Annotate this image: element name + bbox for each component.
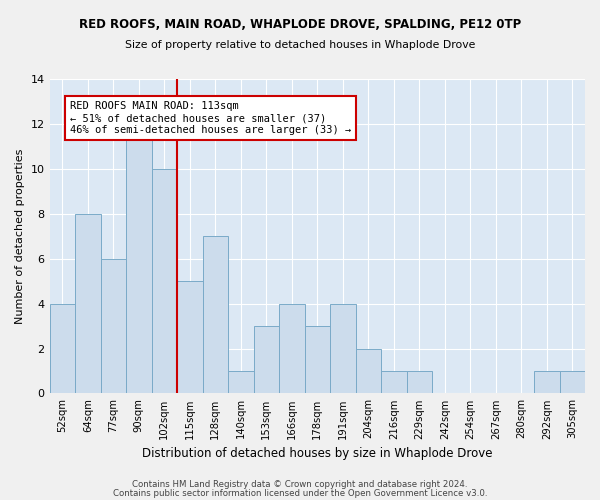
Text: RED ROOFS MAIN ROAD: 113sqm
← 51% of detached houses are smaller (37)
46% of sem: RED ROOFS MAIN ROAD: 113sqm ← 51% of det… — [70, 102, 351, 134]
Bar — [75, 214, 101, 394]
Bar — [560, 371, 585, 394]
Bar — [254, 326, 279, 394]
Bar — [177, 281, 203, 394]
Bar — [534, 371, 560, 394]
Text: Size of property relative to detached houses in Whaplode Drove: Size of property relative to detached ho… — [125, 40, 475, 50]
Bar — [50, 304, 75, 394]
Bar — [279, 304, 305, 394]
Bar — [356, 348, 381, 394]
Text: RED ROOFS, MAIN ROAD, WHAPLODE DROVE, SPALDING, PE12 0TP: RED ROOFS, MAIN ROAD, WHAPLODE DROVE, SP… — [79, 18, 521, 30]
Bar — [330, 304, 356, 394]
Text: Contains HM Land Registry data © Crown copyright and database right 2024.: Contains HM Land Registry data © Crown c… — [132, 480, 468, 489]
Bar — [228, 371, 254, 394]
Bar — [101, 258, 126, 394]
Bar — [152, 169, 177, 394]
Bar — [126, 124, 152, 394]
Bar — [203, 236, 228, 394]
Y-axis label: Number of detached properties: Number of detached properties — [15, 148, 25, 324]
Bar — [305, 326, 330, 394]
Text: Contains public sector information licensed under the Open Government Licence v3: Contains public sector information licen… — [113, 488, 487, 498]
Bar — [407, 371, 432, 394]
Bar — [381, 371, 407, 394]
X-axis label: Distribution of detached houses by size in Whaplode Drove: Distribution of detached houses by size … — [142, 447, 493, 460]
